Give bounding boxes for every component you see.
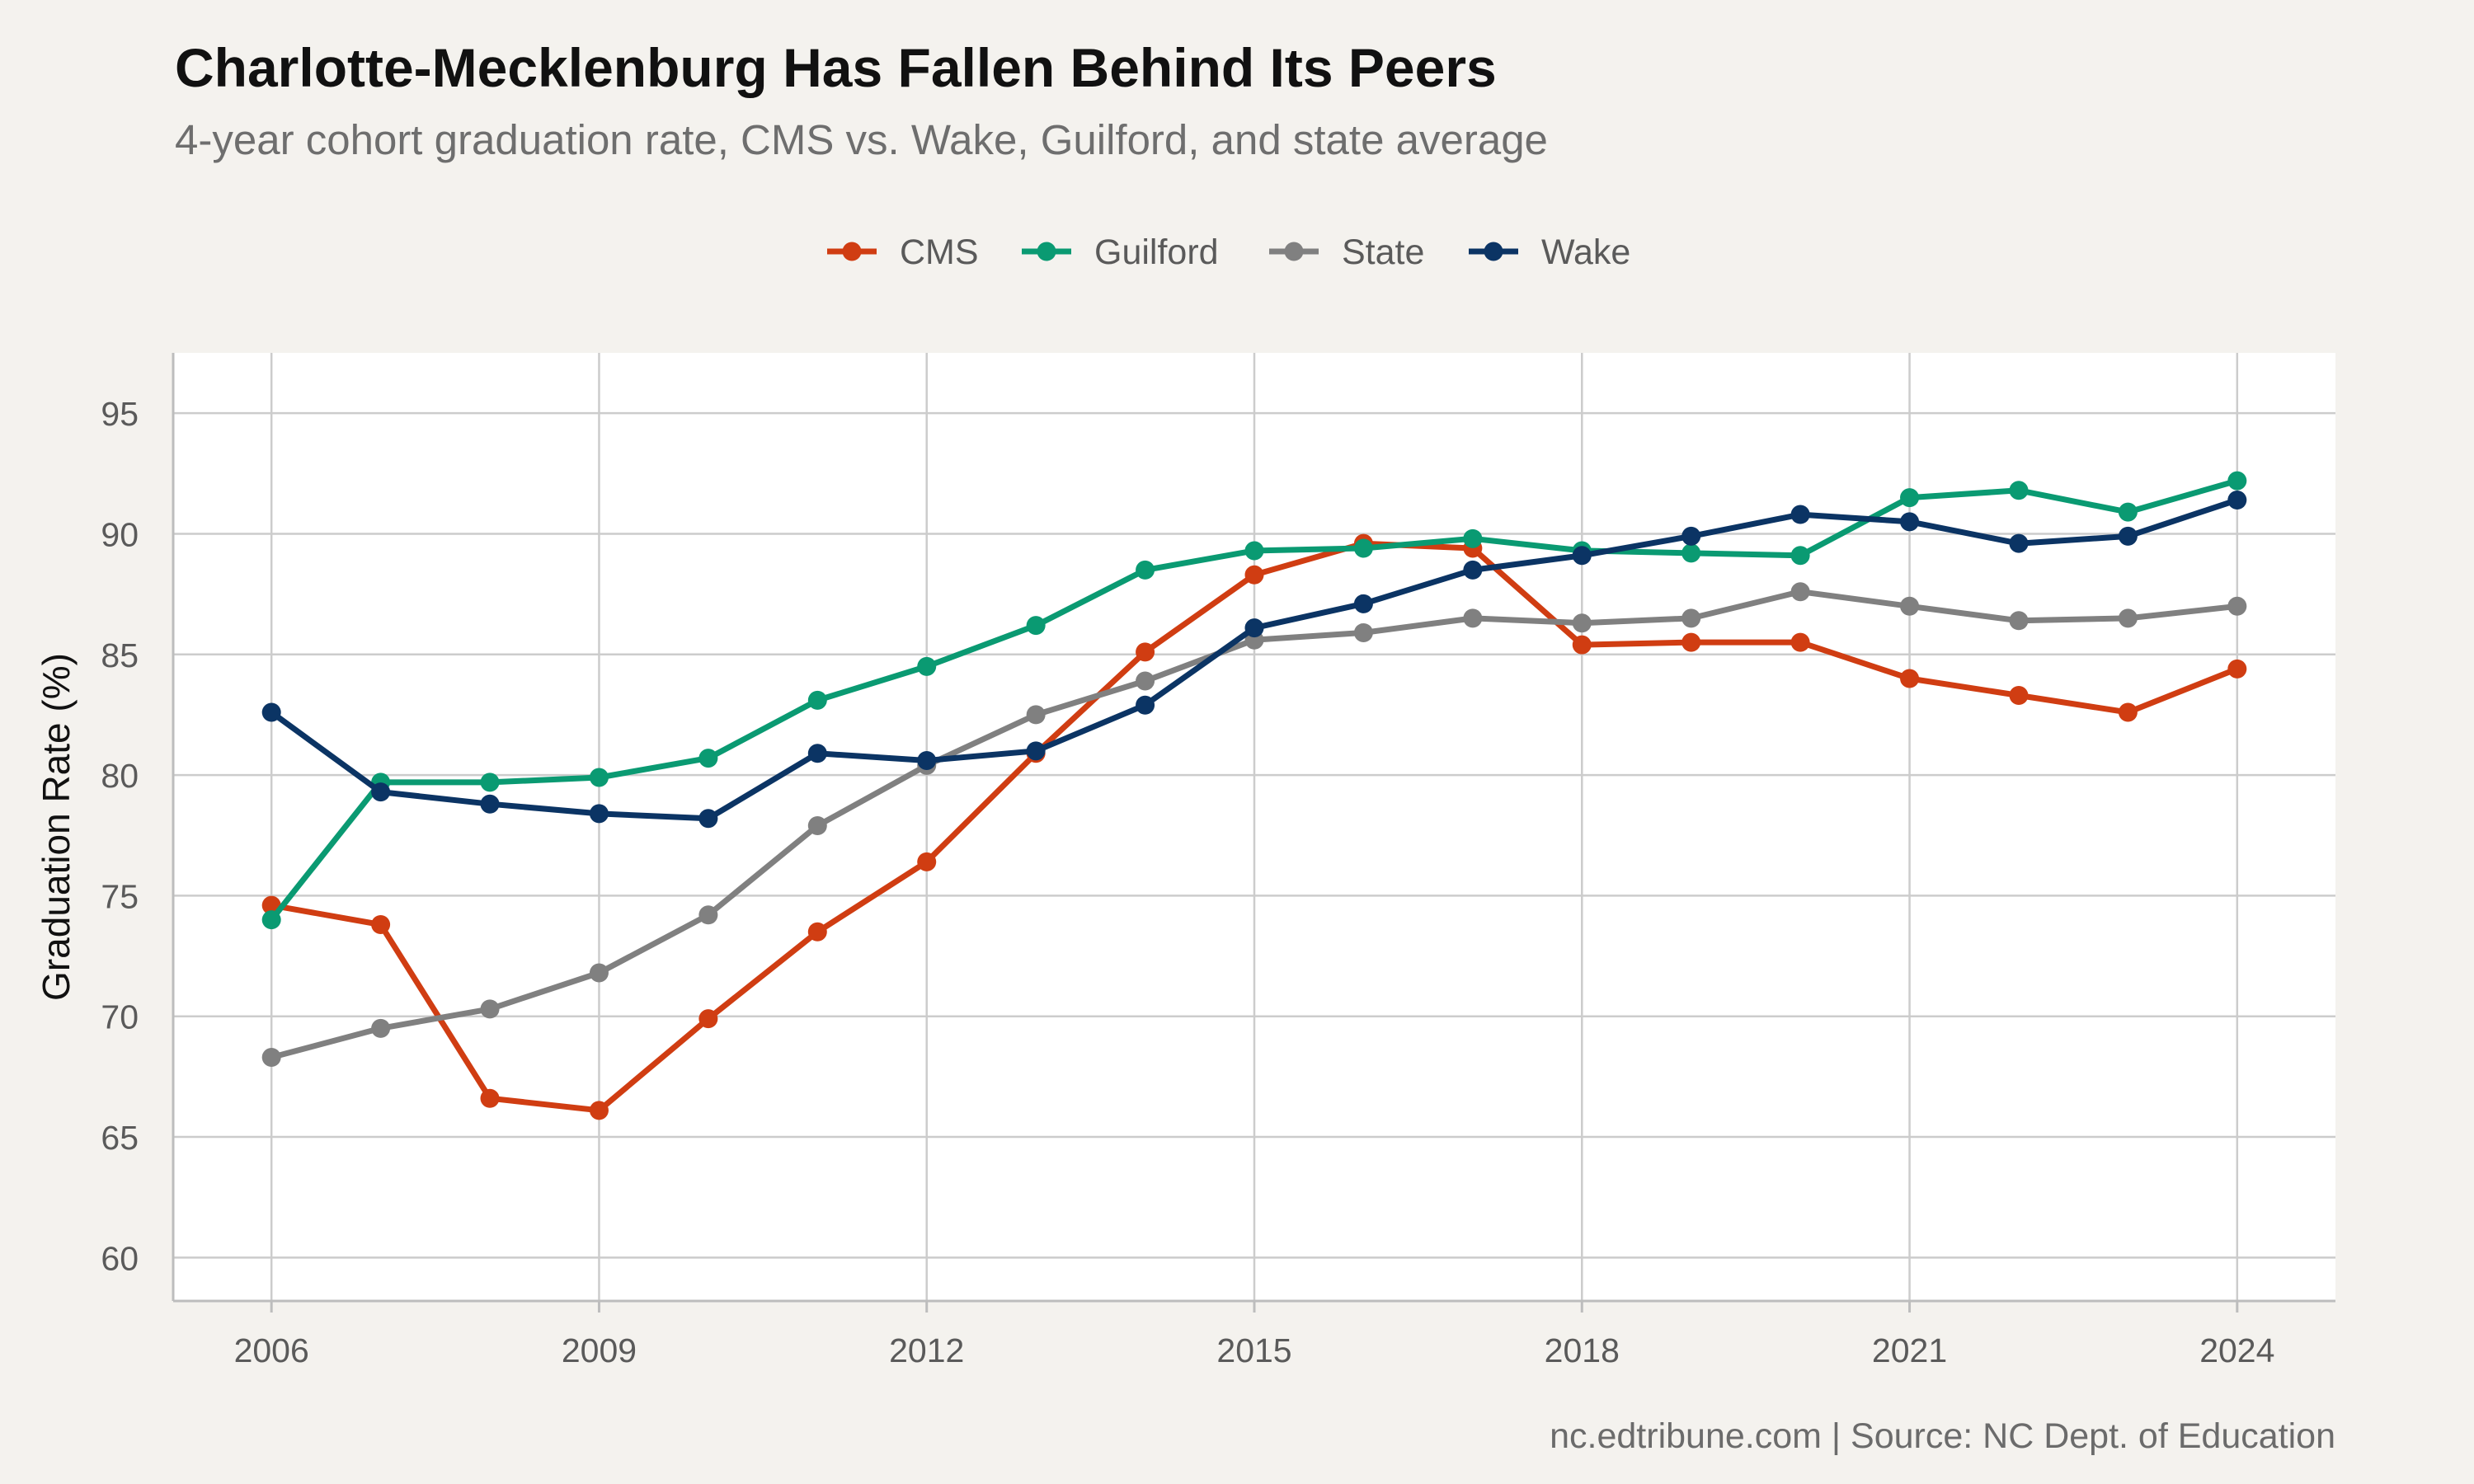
data-point-guilford xyxy=(698,749,718,768)
source-caption: nc.edtribune.com | Source: NC Dept. of E… xyxy=(1550,1416,2335,1456)
data-point-guilford xyxy=(1353,538,1373,558)
data-point-cms xyxy=(1681,632,1701,652)
data-point-state xyxy=(480,999,500,1019)
data-point-state xyxy=(371,1018,391,1038)
y-tick-label: 85 xyxy=(101,636,139,674)
data-point-wake xyxy=(1900,512,1920,532)
data-point-wake xyxy=(261,702,281,722)
data-point-cms xyxy=(480,1088,500,1108)
legend-label-state: State xyxy=(1342,232,1424,272)
x-tick-label: 2006 xyxy=(234,1331,309,1369)
data-point-guilford xyxy=(917,656,937,676)
data-point-wake xyxy=(1353,594,1373,613)
data-point-wake xyxy=(2009,533,2029,553)
data-point-wake xyxy=(917,751,937,771)
data-point-state xyxy=(1353,622,1373,642)
x-tick-label: 2018 xyxy=(1545,1331,1620,1369)
data-point-cms xyxy=(1900,669,1920,688)
legend-key-point-cms xyxy=(842,242,862,261)
data-point-state xyxy=(2009,611,2029,631)
data-point-state xyxy=(1900,596,1920,616)
data-point-cms xyxy=(1790,632,1810,652)
data-point-wake xyxy=(1790,505,1810,524)
legend-label-guilford: Guilford xyxy=(1094,232,1219,272)
data-point-wake xyxy=(371,782,391,802)
data-point-guilford xyxy=(1026,616,1046,636)
data-point-guilford xyxy=(2009,481,2029,500)
data-point-state xyxy=(1026,705,1046,725)
data-point-cms xyxy=(807,922,827,942)
data-point-wake xyxy=(589,804,609,824)
y-tick-label: 80 xyxy=(101,757,139,795)
data-point-cms xyxy=(1244,565,1264,585)
y-axis-title: Graduation Rate (%) xyxy=(35,653,78,1001)
x-tick-label: 2024 xyxy=(2199,1331,2274,1369)
data-point-wake xyxy=(1136,695,1155,715)
data-point-wake xyxy=(1244,618,1264,638)
data-point-cms xyxy=(589,1101,609,1120)
y-tick-label: 90 xyxy=(101,515,139,553)
data-point-guilford xyxy=(261,910,281,930)
x-tick-label: 2021 xyxy=(1872,1331,1947,1369)
data-point-guilford xyxy=(1463,528,1483,548)
data-point-guilford xyxy=(1790,546,1810,566)
data-point-cms xyxy=(1572,635,1592,655)
data-point-state xyxy=(1463,608,1483,628)
data-point-state xyxy=(698,905,718,925)
data-point-guilford xyxy=(589,768,609,787)
legend-key-point-guilford xyxy=(1037,242,1056,261)
data-point-wake xyxy=(2227,490,2247,510)
data-point-cms xyxy=(2009,686,2029,706)
y-tick-label: 60 xyxy=(101,1239,139,1277)
data-point-guilford xyxy=(1136,560,1155,580)
data-point-guilford xyxy=(2227,471,2247,491)
data-point-wake xyxy=(1572,546,1592,566)
legend-label-wake: Wake xyxy=(1541,232,1630,272)
legend-key-point-state xyxy=(1284,242,1304,261)
data-point-cms xyxy=(2118,702,2138,722)
data-point-cms xyxy=(917,852,937,871)
y-tick-label: 75 xyxy=(101,877,139,915)
data-point-state xyxy=(589,963,609,983)
legend-label-cms: CMS xyxy=(900,232,979,272)
data-point-cms xyxy=(1136,642,1155,662)
data-point-cms xyxy=(698,1009,718,1029)
data-point-wake xyxy=(1026,741,1046,761)
chart-title: Charlotte-Mecklenburg Has Fallen Behind … xyxy=(175,37,1497,98)
data-point-guilford xyxy=(1681,543,1701,563)
data-point-guilford xyxy=(480,773,500,792)
data-point-state xyxy=(2227,596,2247,616)
data-point-state xyxy=(1572,613,1592,633)
x-tick-label: 2015 xyxy=(1216,1331,1291,1369)
legend-key-point-wake xyxy=(1484,242,1503,261)
data-point-wake xyxy=(2118,526,2138,546)
data-point-guilford xyxy=(2118,502,2138,522)
data-point-state xyxy=(1790,582,1810,602)
y-tick-label: 65 xyxy=(101,1119,139,1157)
data-point-state xyxy=(261,1047,281,1067)
x-tick-label: 2012 xyxy=(889,1331,964,1369)
x-tick-label: 2009 xyxy=(562,1331,637,1369)
data-point-guilford xyxy=(1244,541,1264,561)
data-point-wake xyxy=(1681,526,1701,546)
data-point-wake xyxy=(1463,560,1483,580)
data-point-guilford xyxy=(807,690,827,710)
chart-subtitle: 4-year cohort graduation rate, CMS vs. W… xyxy=(175,116,1548,163)
data-point-cms xyxy=(2227,659,2247,679)
data-point-guilford xyxy=(1900,488,1920,508)
data-point-state xyxy=(2118,608,2138,628)
data-point-state xyxy=(1681,608,1701,628)
y-tick-label: 95 xyxy=(101,395,139,433)
y-tick-label: 70 xyxy=(101,998,139,1036)
data-point-cms xyxy=(371,915,391,935)
data-point-wake xyxy=(698,809,718,829)
data-point-wake xyxy=(480,794,500,814)
data-point-wake xyxy=(807,744,827,763)
data-point-state xyxy=(807,816,827,836)
data-point-state xyxy=(1136,671,1155,691)
